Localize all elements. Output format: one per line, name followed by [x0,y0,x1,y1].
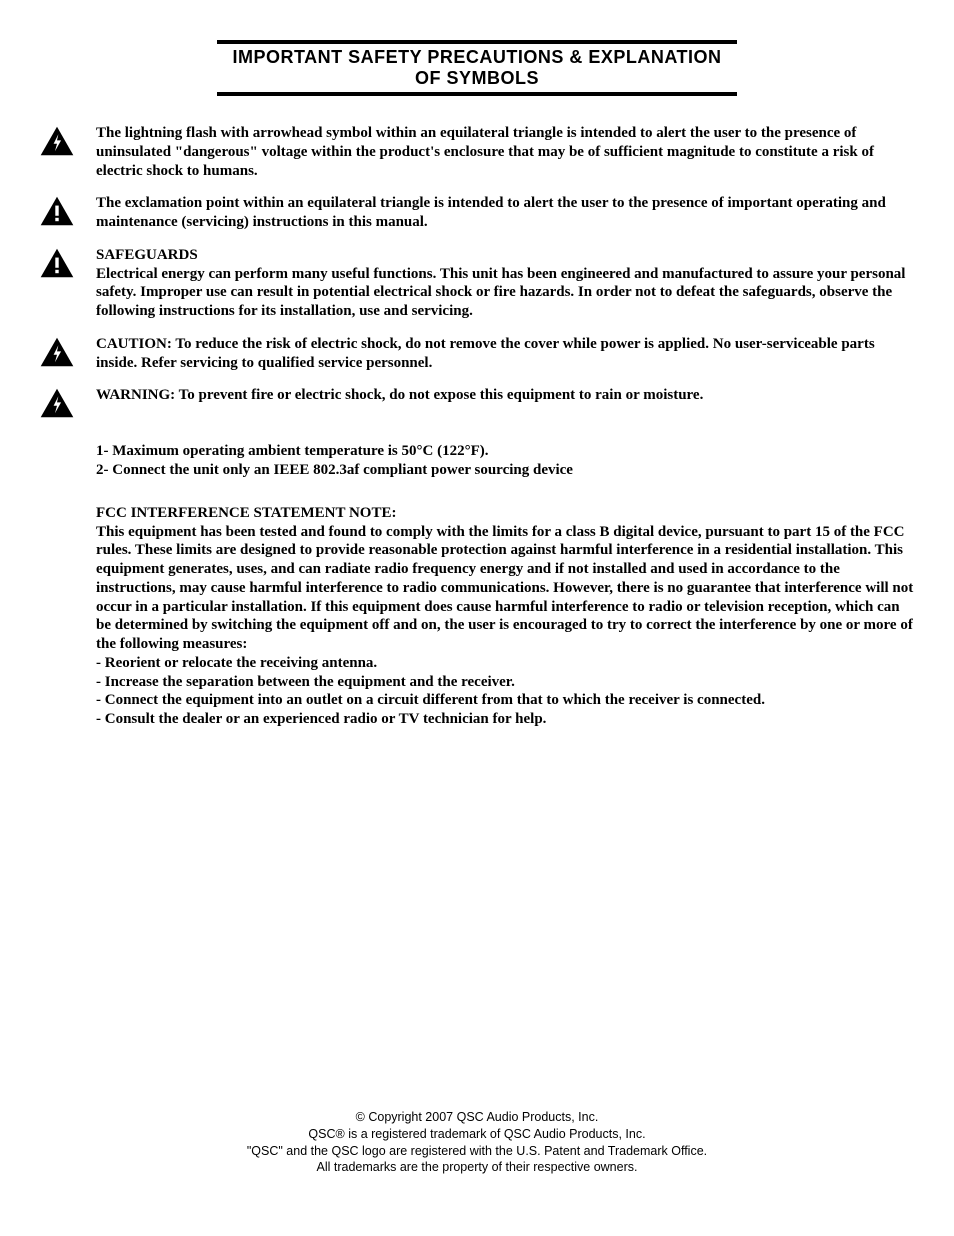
caution-text: CAUTION: To reduce the risk of electric … [96,335,914,373]
footer: © Copyright 2007 QSC Audio Products, Inc… [40,1109,914,1177]
section-numbered: 1- Maximum operating ambient temperature… [40,442,914,480]
section-caution: CAUTION: To reduce the risk of electric … [40,335,914,373]
fcc-bullet-4: - Consult the dealer or an experienced r… [96,710,914,729]
title-bar: IMPORTANT SAFETY PRECAUTIONS & EXPLANATI… [217,40,737,96]
exclamation-text: The exclamation point within an equilate… [96,194,914,232]
footer-line-1: © Copyright 2007 QSC Audio Products, Inc… [40,1109,914,1126]
fcc-heading: FCC INTERFERENCE STATEMENT NOTE: [96,504,914,523]
safeguards-heading: SAFEGUARDS [96,246,914,265]
lightning-triangle-icon [40,335,96,367]
section-warning: WARNING: To prevent fire or electric sho… [40,386,914,418]
section-safeguards: SAFEGUARDS Electrical energy can perform… [40,246,914,321]
fcc-bullet-3: - Connect the equipment into an outlet o… [96,691,914,710]
section-fcc: FCC INTERFERENCE STATEMENT NOTE: This eq… [40,504,914,729]
lightning-text: The lightning flash with arrowhead symbo… [96,124,914,180]
footer-line-4: All trademarks are the property of their… [40,1159,914,1176]
numbered-item-1: 1- Maximum operating ambient temperature… [96,442,914,461]
fcc-body: This equipment has been tested and found… [96,524,913,653]
fcc-bullet-2: - Increase the separation between the eq… [96,673,914,692]
page-title: IMPORTANT SAFETY PRECAUTIONS & EXPLANATI… [217,47,737,89]
fcc-bullet-1: - Reorient or relocate the receiving ant… [96,654,914,673]
lightning-triangle-icon [40,386,96,418]
section-exclamation: The exclamation point within an equilate… [40,194,914,232]
exclamation-triangle-icon [40,194,96,226]
footer-line-2: QSC® is a registered trademark of QSC Au… [40,1126,914,1143]
warning-text: WARNING: To prevent fire or electric sho… [96,386,914,405]
section-lightning: The lightning flash with arrowhead symbo… [40,124,914,180]
lightning-triangle-icon [40,124,96,156]
exclamation-triangle-icon [40,246,96,278]
footer-line-3: "QSC" and the QSC logo are registered wi… [40,1143,914,1160]
safeguards-body: Electrical energy can perform many usefu… [96,266,905,320]
numbered-item-2: 2- Connect the unit only an IEEE 802.3af… [96,461,914,480]
page: IMPORTANT SAFETY PRECAUTIONS & EXPLANATI… [0,0,954,1236]
